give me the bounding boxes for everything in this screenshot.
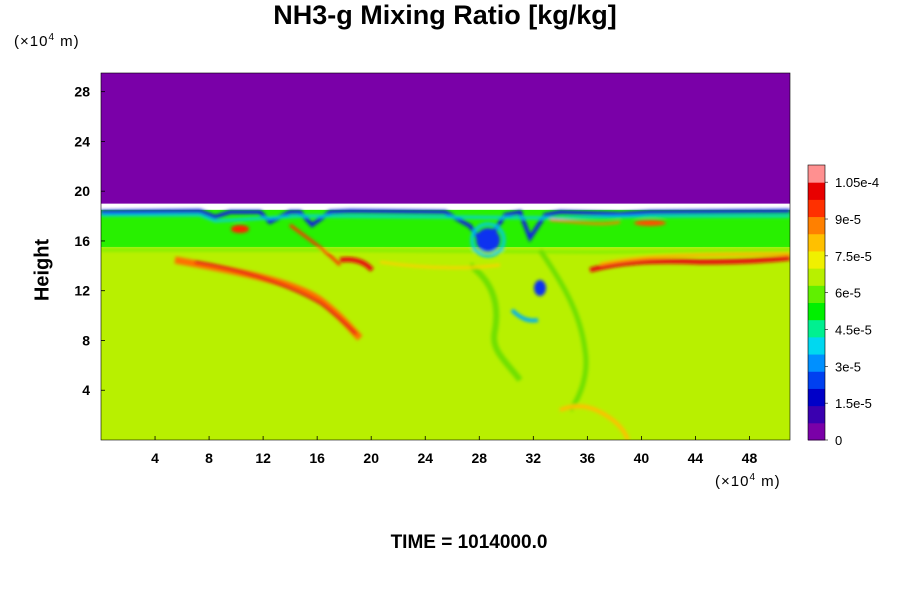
colorbar-segment	[808, 354, 825, 372]
colorbar: 0 1.5e-5 3e-5 4.5e-5 6e-5 7.5e-5 9e-5 1.05e-4	[807, 164, 879, 448]
colorbar-segment	[808, 250, 825, 269]
turbulence-1	[468, 262, 523, 382]
x-tick-label: 36	[580, 450, 596, 466]
y-axis-ticks: 4 8 12 16 20 24 28	[74, 84, 105, 398]
plume-right-red	[589, 255, 790, 273]
blue-blob	[534, 280, 546, 296]
vortex-ring	[470, 222, 506, 258]
red-blob-left	[231, 225, 249, 233]
boundary-line	[101, 208, 790, 243]
x-axis-ticks: 4 8 12 16 20 24 28 32 36 40 44 48	[151, 436, 757, 466]
plot-frame	[100, 72, 791, 441]
colorbar-segment	[808, 268, 825, 286]
x-tick-label: 20	[363, 450, 379, 466]
colorbar-label: 6e-5	[835, 286, 861, 301]
colorbar-label: 9e-5	[835, 212, 861, 227]
colorbar-segment	[808, 371, 825, 389]
red-blob-right	[634, 220, 666, 226]
vortex-core	[476, 228, 500, 252]
colorbar-label: 1.05e-4	[835, 175, 879, 190]
y-tick-label: 4	[82, 382, 90, 398]
turbulence-2	[537, 248, 589, 412]
colorbar-segment	[808, 422, 825, 441]
colorbar-label: 1.5e-5	[835, 396, 872, 411]
turbulent-features	[101, 208, 790, 440]
cyan-streak	[510, 308, 539, 323]
colorbar-segment	[808, 302, 825, 321]
y-tick-label: 12	[74, 283, 90, 299]
plot-area	[101, 73, 790, 440]
colorbar-segment	[808, 319, 825, 338]
colorbar-segment	[808, 336, 825, 355]
colorbar-label: 0	[835, 433, 842, 448]
y-tick-label: 24	[74, 133, 90, 149]
boundary-cyan	[101, 213, 790, 223]
x-tick-label: 48	[742, 450, 758, 466]
x-tick-label: 8	[205, 450, 213, 466]
colorbar-segment	[808, 182, 825, 200]
x-tick-label: 12	[255, 450, 271, 466]
colorbar-label: 7.5e-5	[835, 249, 872, 264]
chart-title: NH3-g Mixing Ratio [kg/kg]	[273, 0, 617, 30]
time-label: TIME = 1014000.0	[390, 532, 548, 553]
colorbar-label: 4.5e-5	[835, 323, 872, 338]
yellow-streak	[379, 260, 501, 270]
x-tick-label: 44	[688, 450, 704, 466]
x-tick-label: 16	[309, 450, 325, 466]
band-lower-edge	[101, 248, 790, 254]
plume-right-orange	[599, 252, 790, 266]
colorbar-segment	[808, 388, 825, 407]
lower-layer	[101, 247, 790, 440]
x-tick-label: 40	[634, 450, 650, 466]
x-tick-label: 24	[417, 450, 433, 466]
y-axis-unit: (×104 m)	[14, 32, 80, 50]
colorbar-segment	[808, 199, 825, 218]
orange-streak	[549, 218, 621, 225]
x-tick-label: 4	[151, 450, 159, 466]
orange-base-streak	[559, 404, 630, 440]
colorbar-segment	[808, 233, 825, 252]
x-tick-label: 32	[526, 450, 542, 466]
colorbar-segment	[808, 216, 825, 235]
plume-upper-red	[289, 223, 342, 267]
colorbar-segment	[808, 405, 825, 424]
colorbar-frame	[807, 164, 826, 441]
y-tick-label: 20	[74, 183, 90, 199]
plume-left-red	[194, 260, 358, 336]
plume-mid-red	[339, 257, 374, 272]
y-tick-label: 16	[74, 233, 90, 249]
colorbar-label: 3e-5	[835, 359, 861, 374]
x-axis-unit: (×104 m)	[715, 472, 781, 490]
x-tick-label: 28	[471, 450, 487, 466]
y-tick-label: 28	[74, 84, 90, 100]
y-tick-label: 8	[82, 332, 90, 348]
colorbar-segment	[808, 165, 825, 183]
upper-layer	[101, 73, 790, 204]
colorbar-segment	[808, 285, 825, 303]
